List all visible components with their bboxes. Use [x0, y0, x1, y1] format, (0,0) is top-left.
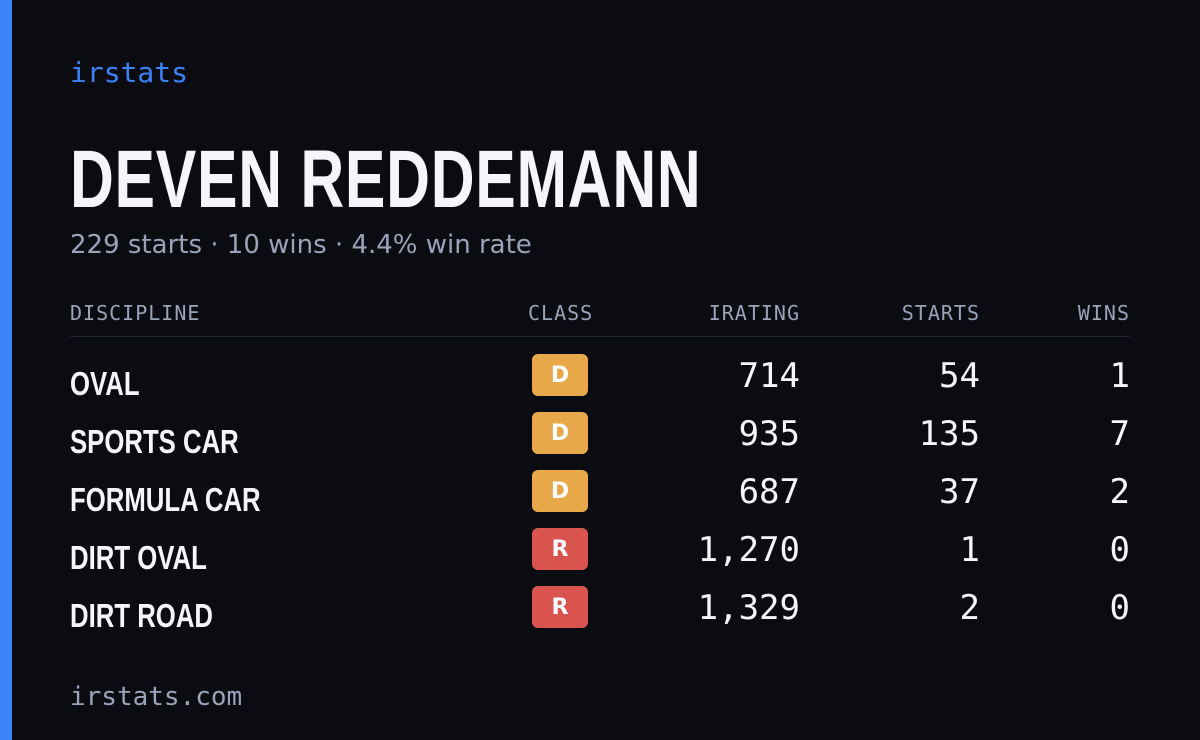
- class-badge: R: [532, 586, 588, 628]
- table-row: FORMULA CAR D 687 37 2: [70, 470, 1130, 528]
- table-row: DIRT OVAL R 1,270 1 0: [70, 528, 1130, 586]
- wins-value: 0: [1109, 530, 1130, 570]
- brand-logo[interactable]: irstats: [70, 56, 189, 89]
- discipline-name: FORMULA CAR: [70, 481, 261, 518]
- column-header-class: CLASS: [528, 301, 594, 325]
- wins-value: 7: [1109, 414, 1130, 454]
- stats-table: DISCIPLINE CLASS IRATING STARTS WINS OVA…: [70, 296, 1130, 634]
- discipline-name: OVAL: [70, 365, 140, 402]
- starts-value: 1: [959, 530, 980, 570]
- wins-value: 0: [1109, 588, 1130, 628]
- wins-value: 1: [1109, 356, 1130, 396]
- starts-value: 37: [939, 472, 980, 512]
- irating-value: 1,329: [697, 588, 800, 628]
- table-header: DISCIPLINE CLASS IRATING STARTS WINS: [70, 296, 1130, 337]
- irating-value: 687: [738, 472, 800, 512]
- column-header-irating: IRATING: [708, 301, 800, 325]
- discipline-name: DIRT ROAD: [70, 597, 213, 634]
- irating-value: 935: [738, 414, 800, 454]
- discipline-name: DIRT OVAL: [70, 539, 207, 576]
- table-row: SPORTS CAR D 935 135 7: [70, 412, 1130, 470]
- column-header-wins: WINS: [1077, 301, 1130, 325]
- irating-value: 1,270: [697, 530, 800, 570]
- column-header-discipline: DISCIPLINE: [70, 301, 201, 325]
- starts-value: 135: [918, 414, 980, 454]
- class-badge: D: [532, 354, 588, 396]
- driver-name: DEVEN REDDEMANN: [70, 134, 702, 225]
- column-header-starts: STARTS: [901, 301, 980, 325]
- irating-value: 714: [738, 356, 800, 396]
- accent-bar: [0, 0, 12, 740]
- starts-value: 2: [959, 588, 980, 628]
- starts-value: 54: [939, 356, 980, 396]
- footer-url[interactable]: irstats.com: [70, 682, 243, 712]
- driver-summary: 229 starts · 10 wins · 4.4% win rate: [70, 230, 532, 260]
- wins-value: 2: [1109, 472, 1130, 512]
- table-row: OVAL D 714 54 1: [70, 354, 1130, 412]
- class-badge: D: [532, 412, 588, 454]
- class-badge: D: [532, 470, 588, 512]
- table-row: DIRT ROAD R 1,329 2 0: [70, 586, 1130, 644]
- discipline-name: SPORTS CAR: [70, 423, 239, 460]
- class-badge: R: [532, 528, 588, 570]
